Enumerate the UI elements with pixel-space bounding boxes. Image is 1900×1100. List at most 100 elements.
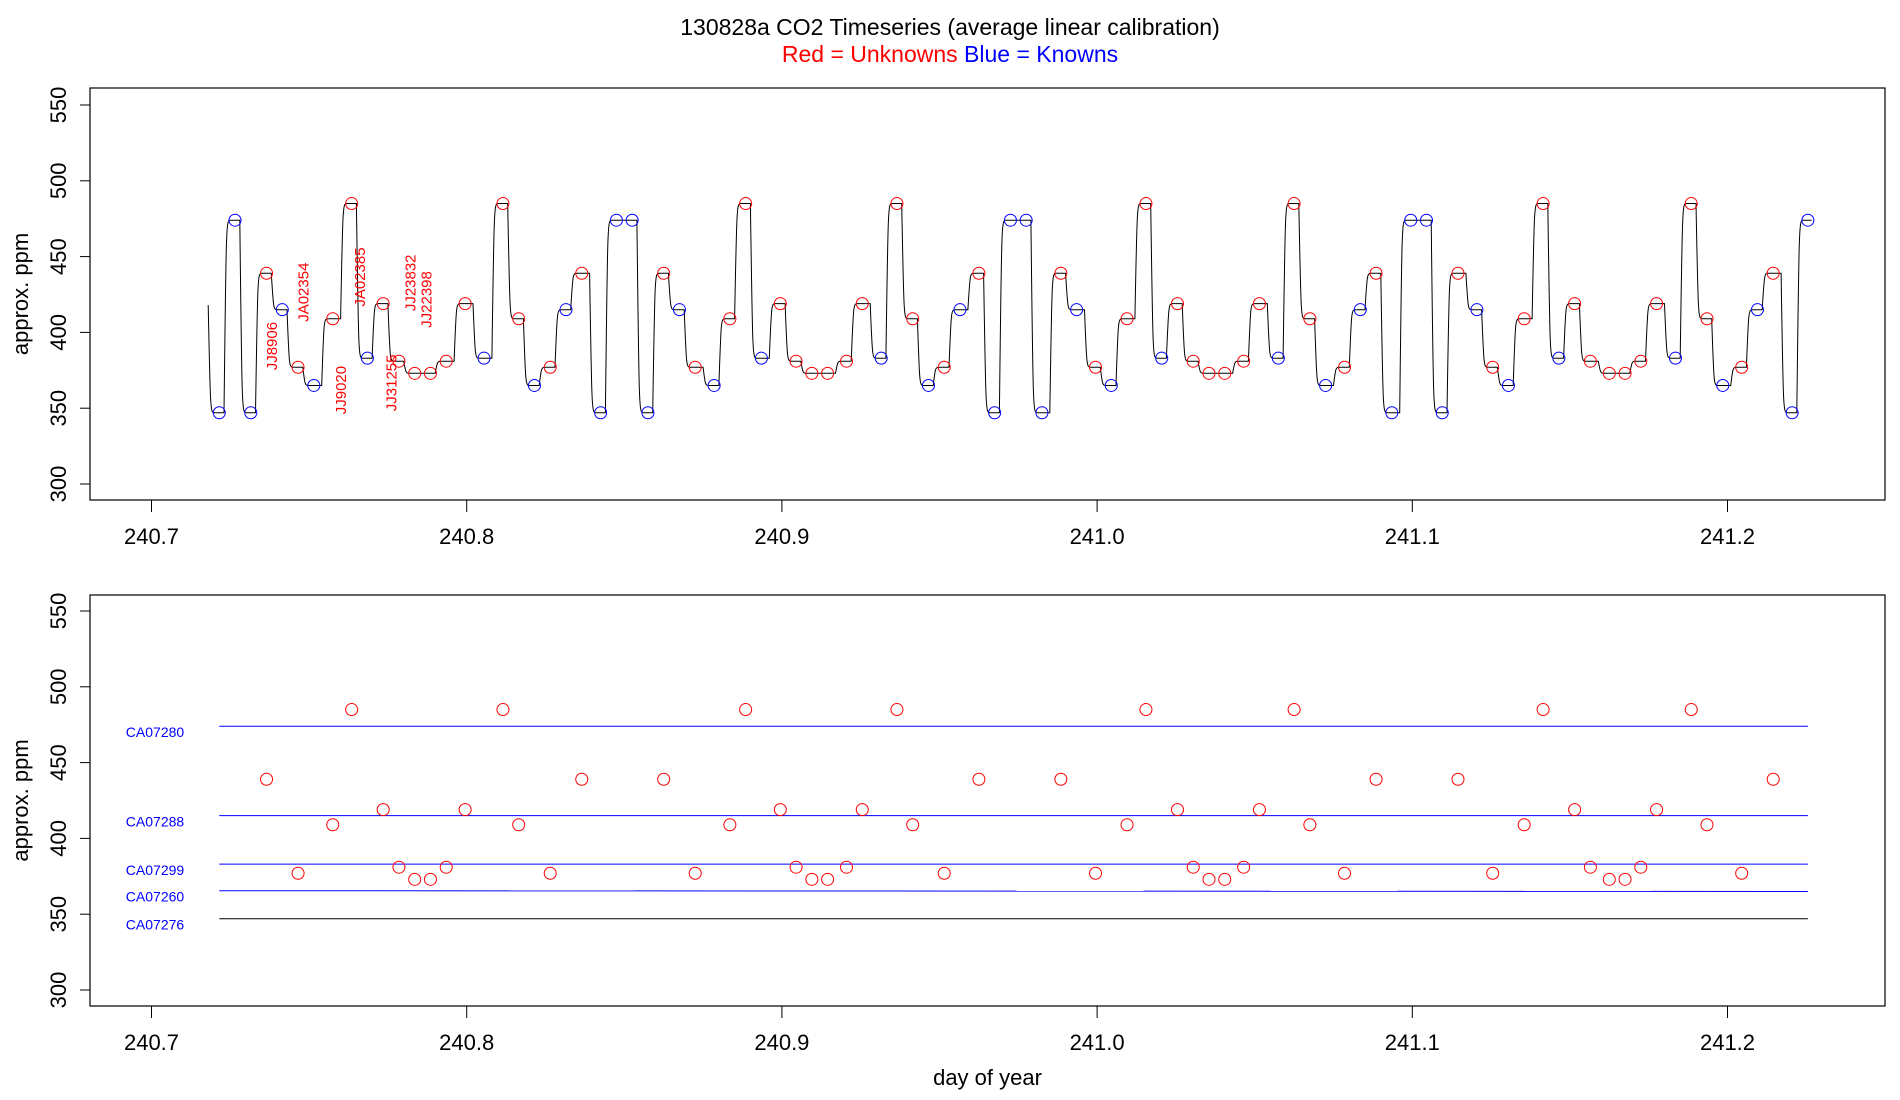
unknown-sample-point [1252,297,1266,311]
unknown-sample-point [1139,703,1153,717]
unknown-sample-point [890,197,904,211]
bottom-xtick-label: 240.9 [754,1030,809,1055]
unknown-sample-point [512,818,526,832]
unknown-sample-point [773,803,787,817]
bottom-xtick-label: 241.2 [1700,1030,1755,1055]
legend-unknowns: Red = Unknowns [781,41,958,67]
top-xtick-label: 241.1 [1385,524,1440,549]
known-sample-point [1501,378,1515,392]
unknown-sample-point [972,266,986,280]
unknown-sample-point [657,266,671,280]
unknown-sample-point [1568,803,1582,817]
sample-id-annotation: JJ8906 [264,322,281,370]
unknown-sample-point [1186,860,1200,874]
reference-standard-label: CA07280 [126,724,185,740]
unknown-sample-point [1735,360,1749,374]
unknown-sample-point [773,297,787,311]
unknown-sample-point [1338,360,1352,374]
bottom-ytick-label: 400 [46,820,71,857]
top-xtick-label: 240.9 [754,524,809,549]
known-sample-point [988,406,1002,420]
unknown-sample-point [840,354,854,368]
top-xtick-label: 240.8 [439,524,494,549]
unknown-sample-point [937,360,951,374]
unknown-sample-point [840,860,854,874]
unknown-sample-point [1583,354,1597,368]
unknown-sample-point [1303,818,1317,832]
unknown-sample-point [326,818,340,832]
known-sample-point [212,406,226,420]
unknown-sample-point [1054,266,1068,280]
sample-id-annotation: JA02354 [295,263,312,322]
unknown-sample-point [1120,312,1134,326]
unknown-sample-point [1369,772,1383,786]
unknown-sample-point [821,872,835,886]
top-ytick-label: 400 [46,314,71,351]
unknown-sample-point [1650,297,1664,311]
unknown-sample-point [1170,803,1184,817]
unknown-sample-point [805,366,819,380]
unknown-sample-point [1237,860,1251,874]
known-sample-point [1019,213,1033,227]
top-xtick-label: 241.2 [1700,524,1755,549]
known-sample-point [1668,351,1682,365]
unknown-sample-point [1054,772,1068,786]
unknown-sample-point [1170,297,1184,311]
known-sample-point [1552,351,1566,365]
top-xtick-label: 240.7 [124,524,179,549]
unknown-sample-point [739,703,753,717]
top-ytick-label: 300 [46,466,71,503]
unknown-sample-point [1602,872,1616,886]
unknown-sample-point [1089,360,1103,374]
unknown-sample-point [1252,803,1266,817]
bottom-xtick-label: 240.8 [439,1030,494,1055]
known-sample-point [1104,378,1118,392]
known-sample-point [1155,351,1169,365]
unknown-sample-point [1618,872,1632,886]
unknown-sample-point [291,866,305,880]
unknown-sample-point [376,297,390,311]
unknown-sample-point [439,860,453,874]
top-ytick-label: 350 [46,390,71,427]
known-sample-point [1470,303,1484,317]
chart-subtitle: Red = Unknowns Blue = Knowns [0,41,1900,68]
known-sample-point [754,351,768,365]
top-ytick-label: 450 [46,238,71,275]
legend-knowns: Blue = Knowns [964,41,1119,67]
known-sample-point [707,378,721,392]
chart-title: 130828a CO2 Timeseries (average linear c… [680,14,1220,40]
unknown-sample-point [291,360,305,374]
reference-standard-label: CA07276 [126,916,185,932]
unknown-sample-point [423,366,437,380]
unknown-sample-point [723,818,737,832]
known-sample-point [641,406,655,420]
bottom-xtick-label: 241.1 [1385,1030,1440,1055]
unknown-sample-point [439,354,453,368]
bottom-xtick-label: 241.0 [1070,1030,1125,1055]
unknown-sample-point [1766,266,1780,280]
bottom-plot-frame [89,594,1886,1007]
unknown-sample-point [1218,366,1232,380]
known-sample-point [1716,378,1730,392]
unknown-sample-point [1486,866,1500,880]
known-sample-point [1750,303,1764,317]
unknown-sample-point [688,866,702,880]
unknown-sample-point [805,872,819,886]
known-sample-point [527,378,541,392]
known-sample-point [921,378,935,392]
unknown-sample-point [1536,197,1550,211]
known-sample-point [1801,213,1815,227]
known-sample-point [1404,213,1418,227]
unknown-sample-point [376,803,390,817]
unknown-sample-point [496,197,510,211]
known-sample-point [1271,351,1285,365]
unknown-sample-point [855,803,869,817]
unknown-sample-point [1618,366,1632,380]
unknown-sample-point [855,297,869,311]
top-ylabel: approx. ppm [8,233,33,355]
known-sample-point [1419,213,1433,227]
unknown-sample-point [1517,312,1531,326]
unknown-sample-point [1634,354,1648,368]
